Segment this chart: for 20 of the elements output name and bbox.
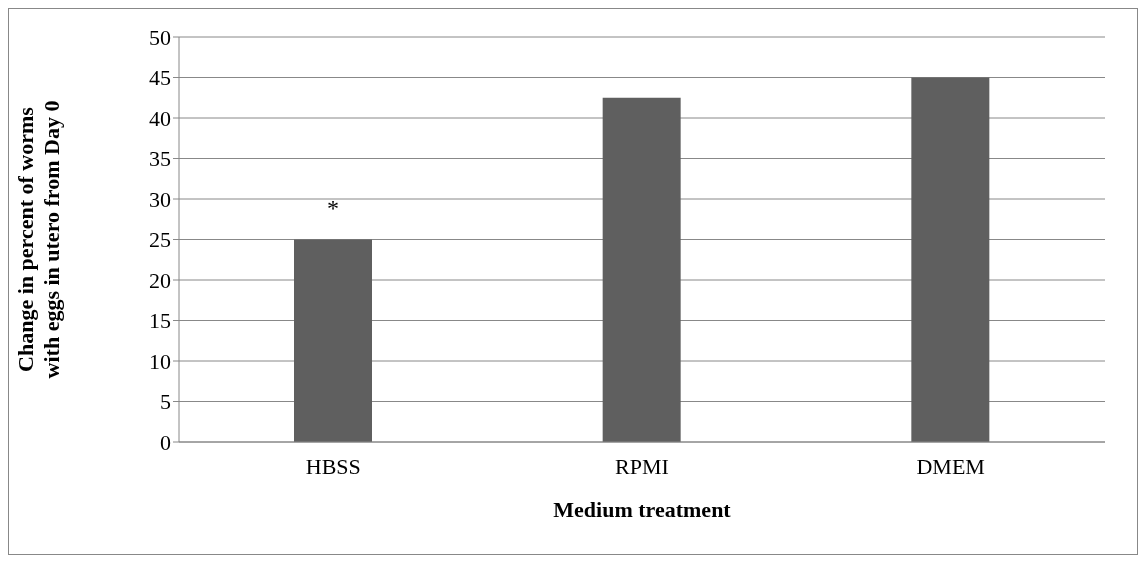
y-tick-label: 30 [149, 186, 171, 212]
y-tick-label: 40 [149, 105, 171, 131]
y-tick-label: 10 [149, 348, 171, 374]
y-tick-label: 5 [160, 389, 171, 415]
x-axis-title: Medium treatment [553, 497, 732, 522]
x-tick-label: HBSS [305, 453, 361, 479]
y-tick-label: 20 [149, 267, 171, 293]
y-tick-label: 50 [149, 24, 171, 50]
y-axis-title: Change in percent of worms with eggs in utero from Day 0 [13, 100, 64, 379]
bar [911, 77, 990, 442]
annotation: * [327, 194, 339, 221]
y-tick-label: 45 [149, 65, 171, 91]
y-tick-label: 35 [149, 146, 171, 172]
bar [602, 97, 681, 442]
bar [294, 239, 372, 442]
y-tick-label: 0 [160, 429, 171, 455]
x-tick-label: RPMI [615, 453, 669, 479]
x-tick-label: DMEM [916, 453, 985, 479]
y-tick-label: 25 [149, 227, 171, 253]
y-tick-label: 15 [149, 308, 171, 334]
